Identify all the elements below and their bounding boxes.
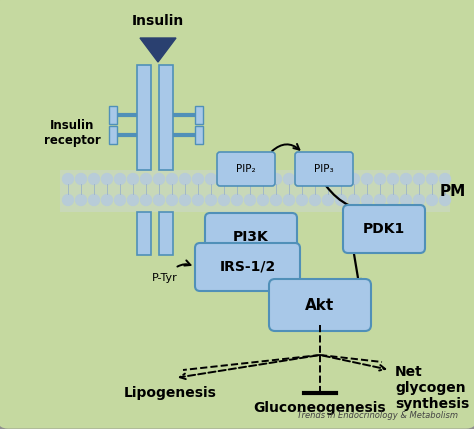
Circle shape — [89, 173, 100, 184]
FancyBboxPatch shape — [205, 213, 297, 261]
FancyBboxPatch shape — [159, 65, 173, 170]
Text: PIP₂: PIP₂ — [236, 164, 256, 174]
Circle shape — [348, 194, 359, 205]
Circle shape — [413, 173, 425, 184]
FancyBboxPatch shape — [60, 170, 450, 212]
Circle shape — [231, 194, 243, 205]
Circle shape — [322, 173, 334, 184]
Circle shape — [297, 194, 308, 205]
Polygon shape — [140, 38, 176, 62]
Text: PIP₃: PIP₃ — [314, 164, 334, 174]
Circle shape — [154, 194, 164, 205]
FancyBboxPatch shape — [217, 152, 275, 186]
Circle shape — [245, 194, 255, 205]
Circle shape — [206, 173, 217, 184]
Circle shape — [297, 173, 308, 184]
FancyBboxPatch shape — [269, 279, 371, 331]
Text: Gluconeogenesis: Gluconeogenesis — [254, 401, 386, 415]
Circle shape — [192, 173, 203, 184]
Text: IRS-1/2: IRS-1/2 — [219, 260, 275, 274]
Text: Net
glycogen
synthesis: Net glycogen synthesis — [395, 365, 469, 411]
Circle shape — [180, 173, 191, 184]
Circle shape — [388, 194, 399, 205]
FancyBboxPatch shape — [195, 243, 300, 291]
Circle shape — [283, 173, 294, 184]
Circle shape — [413, 194, 425, 205]
Circle shape — [439, 194, 450, 205]
Circle shape — [115, 173, 126, 184]
Circle shape — [89, 194, 100, 205]
FancyBboxPatch shape — [109, 106, 117, 124]
Circle shape — [75, 173, 86, 184]
Circle shape — [166, 194, 177, 205]
Circle shape — [219, 173, 229, 184]
Circle shape — [140, 173, 152, 184]
Circle shape — [427, 194, 438, 205]
Circle shape — [154, 173, 164, 184]
Circle shape — [427, 173, 438, 184]
Circle shape — [128, 194, 138, 205]
FancyBboxPatch shape — [137, 212, 151, 255]
Text: PI3K: PI3K — [233, 230, 269, 244]
Text: Lipogenesis: Lipogenesis — [124, 386, 217, 400]
Text: Trends in Endocrinology & Metabolism: Trends in Endocrinology & Metabolism — [297, 411, 458, 420]
Text: PM: PM — [440, 184, 466, 199]
Circle shape — [140, 194, 152, 205]
Circle shape — [310, 173, 320, 184]
Circle shape — [336, 194, 346, 205]
Circle shape — [322, 194, 334, 205]
FancyBboxPatch shape — [159, 212, 173, 255]
Circle shape — [115, 194, 126, 205]
Circle shape — [310, 194, 320, 205]
Circle shape — [101, 173, 112, 184]
Circle shape — [271, 194, 282, 205]
FancyBboxPatch shape — [109, 126, 117, 144]
Circle shape — [166, 173, 177, 184]
Circle shape — [63, 173, 73, 184]
FancyBboxPatch shape — [343, 205, 425, 253]
Circle shape — [362, 194, 373, 205]
Circle shape — [362, 173, 373, 184]
Text: Insulin: Insulin — [132, 14, 184, 28]
Circle shape — [206, 194, 217, 205]
Circle shape — [439, 173, 450, 184]
Circle shape — [75, 194, 86, 205]
Circle shape — [231, 173, 243, 184]
Circle shape — [101, 194, 112, 205]
FancyBboxPatch shape — [137, 65, 151, 170]
FancyBboxPatch shape — [195, 106, 203, 124]
FancyBboxPatch shape — [195, 126, 203, 144]
Circle shape — [401, 194, 411, 205]
Circle shape — [180, 194, 191, 205]
Circle shape — [219, 194, 229, 205]
Text: Akt: Akt — [305, 297, 335, 312]
Circle shape — [245, 173, 255, 184]
Circle shape — [271, 173, 282, 184]
Circle shape — [401, 173, 411, 184]
Text: PDK1: PDK1 — [363, 222, 405, 236]
FancyBboxPatch shape — [295, 152, 353, 186]
Circle shape — [283, 194, 294, 205]
Circle shape — [388, 173, 399, 184]
Circle shape — [63, 194, 73, 205]
Circle shape — [374, 173, 385, 184]
Circle shape — [257, 173, 268, 184]
Text: P-Tyr: P-Tyr — [152, 273, 178, 283]
Circle shape — [374, 194, 385, 205]
Circle shape — [348, 173, 359, 184]
Circle shape — [128, 173, 138, 184]
Circle shape — [336, 173, 346, 184]
Text: Insulin
receptor: Insulin receptor — [44, 119, 100, 147]
Circle shape — [257, 194, 268, 205]
Circle shape — [192, 194, 203, 205]
